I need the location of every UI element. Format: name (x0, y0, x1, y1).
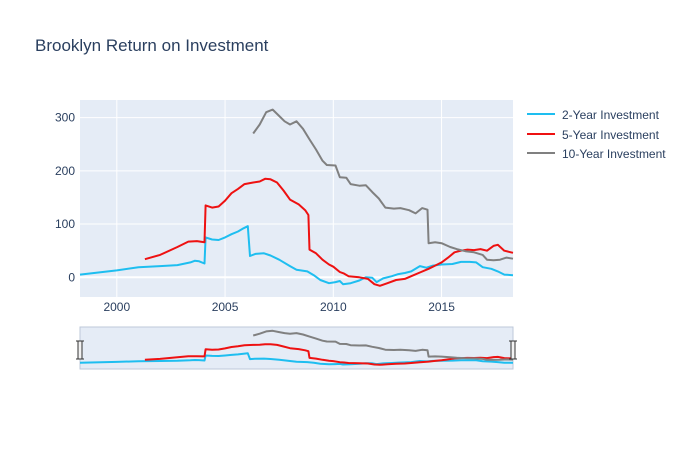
y-tick-label: 0 (68, 270, 75, 284)
legend-label-5-year: 5-Year Investment (562, 128, 660, 142)
range-slider-right-handle[interactable] (509, 340, 517, 360)
y-axis-tick-labels: 0 100 200 300 (55, 111, 75, 285)
y-tick-label: 100 (55, 217, 75, 231)
x-tick-label: 2005 (212, 300, 239, 314)
x-tick-label: 2015 (428, 300, 455, 314)
gridlines (80, 100, 513, 297)
y-tick-label: 300 (55, 111, 75, 125)
chart-title: Brooklyn Return on Investment (35, 36, 269, 55)
legend-item-10-year[interactable]: 10-Year Investment (527, 147, 666, 161)
legend: 2-Year Investment 5-Year Investment 10-Y… (527, 108, 666, 161)
series-line-2[interactable] (144, 177, 514, 287)
x-tick-label: 2010 (320, 300, 347, 314)
range-slider-lines (79, 329, 514, 366)
legend-label-10-year: 10-Year Investment (562, 147, 666, 161)
series-lines (79, 108, 514, 287)
y-tick-label: 200 (55, 164, 75, 178)
range-slider-series-line-3 (252, 329, 514, 361)
x-tick-label: 2000 (103, 300, 130, 314)
legend-label-2-year: 2-Year Investment (562, 108, 660, 122)
series-line-3[interactable] (252, 108, 514, 262)
range-slider-left-handle[interactable] (76, 340, 84, 360)
range-slider[interactable] (76, 326, 517, 370)
x-axis-tick-labels: 2000 2005 2010 2015 (103, 300, 455, 314)
legend-item-2-year[interactable]: 2-Year Investment (527, 108, 660, 122)
legend-item-5-year[interactable]: 5-Year Investment (527, 128, 660, 142)
